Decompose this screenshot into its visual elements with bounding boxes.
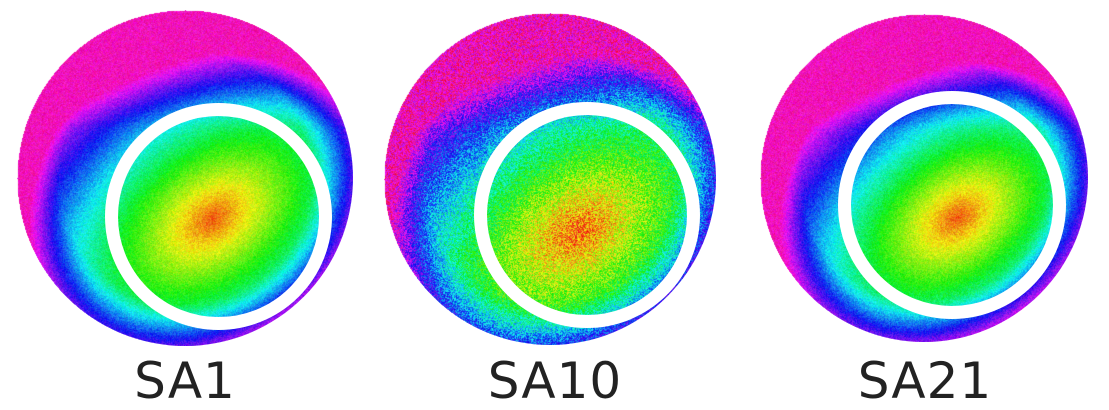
panel-sa21: SA21: [740, 0, 1109, 409]
panel-label: SA1: [134, 352, 236, 410]
highlight-ring: [474, 102, 700, 328]
highlight-ring: [105, 103, 332, 330]
panel-label: SA10: [487, 352, 623, 410]
panel-label: SA21: [857, 352, 993, 410]
highlight-ring: [838, 91, 1066, 319]
panel-sa1: SA1: [0, 0, 370, 409]
panel-sa10: SA10: [370, 0, 740, 409]
